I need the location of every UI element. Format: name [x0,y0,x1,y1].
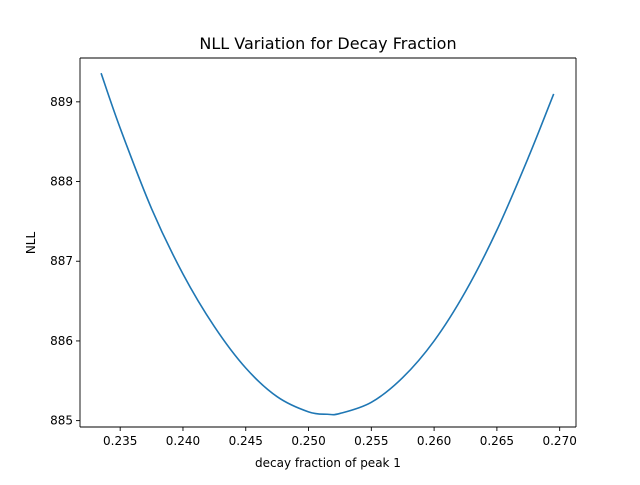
y-tick-label: 888 [50,175,73,189]
x-tick-label: 0.235 [103,434,137,448]
x-tick-label: 0.265 [480,434,514,448]
y-tick-label: 886 [50,334,73,348]
x-tick-label: 0.260 [417,434,451,448]
x-tick-label: 0.255 [354,434,388,448]
chart-title: NLL Variation for Decay Fraction [199,34,456,53]
x-tick-label: 0.240 [166,434,200,448]
x-axis-label: decay fraction of peak 1 [255,456,401,470]
plot-area: 0.235 0.240 0.245 0.250 0.255 0.260 0.265 0.270… [50,57,577,448]
y-tick-label: 889 [50,95,73,109]
x-tick-label: 0.245 [229,434,263,448]
series-line-0 [100,72,555,416]
y-tick-label: 887 [50,254,73,268]
y-axis-label: NLL [24,232,38,255]
y-tick-label: 885 [50,414,73,428]
x-tick-label: 0.250 [291,434,325,448]
x-tick-label: 0.270 [542,434,576,448]
